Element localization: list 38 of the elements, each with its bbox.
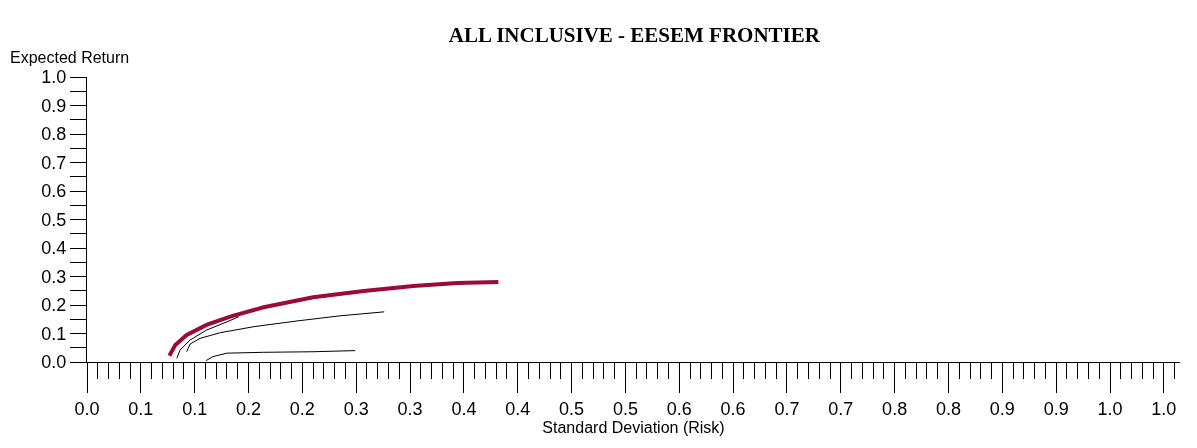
line-series (167, 279, 501, 358)
y-tick-label: 0.4 (41, 238, 67, 259)
y-tick-label: 0.7 (41, 152, 67, 173)
x-tick-label: 0.3 (397, 398, 423, 419)
x-tick-label: 0.8 (882, 398, 908, 419)
x-tick-label: 0.4 (505, 398, 531, 419)
y-tick-label: 0.0 (41, 352, 67, 373)
y-tick-label: 0.1 (41, 323, 67, 344)
x-tick-label: 0.1 (182, 398, 208, 419)
y-tick-label: 1.0 (41, 67, 67, 88)
y-tick-label: 0.8 (41, 124, 67, 145)
line-series (186, 311, 385, 353)
x-tick-label: 0.0 (74, 398, 100, 419)
x-tick-label: 0.8 (935, 398, 961, 419)
x-tick-label: 0.6 (720, 398, 746, 419)
y-tick-label: 0.5 (41, 209, 67, 230)
x-tick-label: 0.3 (343, 398, 369, 419)
x-tick-label: 0.5 (612, 398, 638, 419)
y-tick-label: 0.2 (41, 295, 67, 316)
x-tick-label: 1.0 (1097, 398, 1123, 419)
chart-title: ALL INCLUSIVE - EESEM FRONTIER (448, 22, 821, 47)
x-tick-label: 0.7 (828, 398, 854, 419)
line-series (176, 316, 240, 359)
x-tick-label: 0.6 (666, 398, 692, 419)
y-tick-label: 0.6 (41, 181, 67, 202)
x-tick-label: 0.9 (1043, 398, 1069, 419)
y-tick-label: 0.9 (41, 95, 67, 116)
y-axis-title: Expected Return (10, 49, 130, 66)
x-tick-label: 1.0 (1151, 398, 1177, 419)
x-tick-label: 0.5 (559, 398, 585, 419)
x-tick-label: 0.7 (774, 398, 800, 419)
x-tick-label: 0.9 (989, 398, 1015, 419)
y-tick-label: 0.3 (41, 266, 67, 287)
x-axis-title: Standard Deviation (Risk) (542, 418, 725, 436)
x-tick-label: 0.1 (128, 398, 154, 419)
x-tick-label: 0.2 (289, 398, 315, 419)
x-tick-label: 0.4 (451, 398, 477, 419)
x-tick-label: 0.2 (236, 398, 262, 419)
